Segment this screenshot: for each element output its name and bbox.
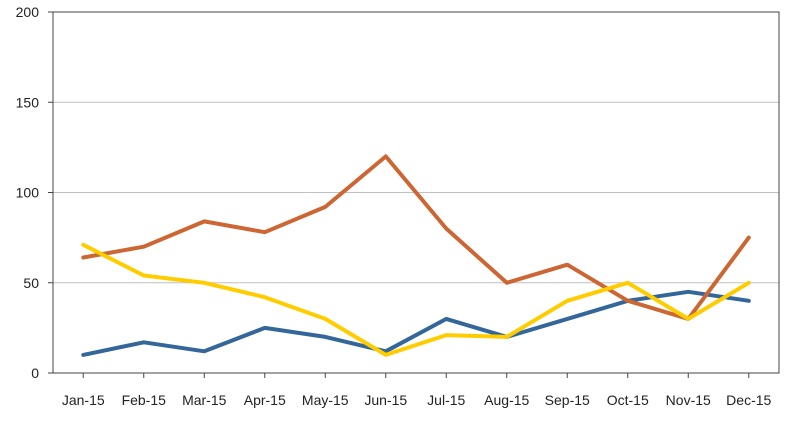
y-tick-label: 50 [23,275,39,291]
series-line-1 [81,289,751,357]
series-lines [81,154,751,357]
x-tick-label: Jan-15 [62,392,105,408]
y-tick-label: 100 [16,185,40,201]
y-tick-label: 150 [16,94,40,110]
x-tick-label: Aug-15 [484,392,529,408]
series-line-2 [81,154,751,321]
series-line-3 [81,242,751,357]
x-tick-label: Jul-15 [427,392,465,408]
x-tick-label: May-15 [302,392,349,408]
axes [48,11,780,378]
x-tick-label: Oct-15 [607,392,649,408]
x-tick-label: Mar-15 [182,392,227,408]
x-tick-label: Jun-15 [364,392,407,408]
tick-labels: 0 50 100 150 200 Jan-15 Feb-15 Mar-15 Apr-15 May-… [16,4,772,408]
y-tick-label: 0 [31,365,39,381]
y-tick-label: 200 [16,4,40,20]
plot-frame [52,11,780,374]
x-tick-label: Dec-15 [726,392,771,408]
x-tick-label: Apr-15 [244,392,286,408]
x-tick-label: Nov-15 [666,392,711,408]
x-tick-label: Sep-15 [545,392,590,408]
x-tick-label: Feb-15 [122,392,167,408]
